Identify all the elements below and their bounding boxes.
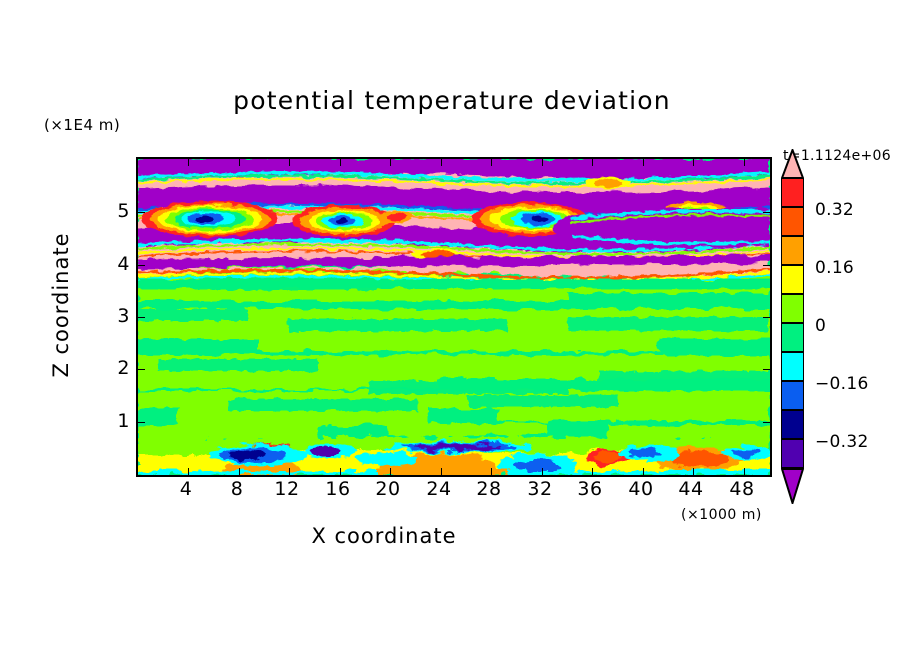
y-tick-label: 4 xyxy=(117,253,130,275)
colorbar-tick-label: −0.16 xyxy=(815,374,869,394)
y-tick-mark xyxy=(138,212,145,213)
x-tick-mark xyxy=(744,468,745,475)
colorbar-swatch xyxy=(781,178,804,207)
x-tick-mark-top xyxy=(289,159,290,166)
x-tick-label: 28 xyxy=(476,478,502,500)
timestamp-annotation: t=1.1124e+06 xyxy=(783,148,891,164)
x-tick-mark xyxy=(643,468,644,475)
y-axis-unit-label: (×1E4 m) xyxy=(44,116,121,134)
x-tick-mark xyxy=(491,468,492,475)
colorbar-swatch xyxy=(781,439,804,468)
x-tick-mark-top xyxy=(188,159,189,166)
x-tick-mark-top xyxy=(693,159,694,166)
x-tick-mark-top xyxy=(441,159,442,166)
y-tick-mark xyxy=(138,317,145,318)
x-tick-mark-top xyxy=(592,159,593,166)
x-axis-title: X coordinate xyxy=(311,524,457,548)
y-axis-title: Z coordinate xyxy=(49,232,73,378)
x-tick-label: 12 xyxy=(274,478,300,500)
y-tick-mark-right xyxy=(763,212,770,213)
x-tick-mark-top xyxy=(340,159,341,166)
x-tick-mark xyxy=(441,468,442,475)
x-tick-mark xyxy=(188,468,189,475)
colorbar-swatch xyxy=(781,352,804,381)
x-tick-mark xyxy=(693,468,694,475)
x-tick-mark-top xyxy=(491,159,492,166)
y-tick-label: 3 xyxy=(117,305,130,327)
colorbar-over-cap xyxy=(781,149,804,179)
y-tick-mark-right xyxy=(763,317,770,318)
x-tick-mark xyxy=(390,468,391,475)
colorbar-tick-label: −0.32 xyxy=(815,432,869,452)
x-tick-label: 32 xyxy=(527,478,553,500)
contour-field xyxy=(138,159,770,475)
colorbar-swatch xyxy=(781,294,804,323)
colorbar-swatch xyxy=(781,236,804,265)
contour-svg xyxy=(138,159,770,475)
x-tick-label: 20 xyxy=(375,478,401,500)
colorbar-under-cap xyxy=(781,468,804,504)
x-tick-label: 24 xyxy=(426,478,452,500)
y-tick-mark-right xyxy=(763,369,770,370)
colorbar-tick-label: 0 xyxy=(815,316,827,336)
y-tick-label: 2 xyxy=(117,357,130,379)
colorbar-swatch xyxy=(781,265,804,294)
x-tick-label: 36 xyxy=(577,478,603,500)
y-tick-mark-right xyxy=(763,422,770,423)
colorbar-swatch xyxy=(781,323,804,352)
y-tick-label: 1 xyxy=(117,410,130,432)
plot-area xyxy=(136,157,772,477)
y-tick-mark xyxy=(138,369,145,370)
x-tick-mark xyxy=(542,468,543,475)
x-tick-mark xyxy=(592,468,593,475)
y-tick-label: 5 xyxy=(117,200,130,222)
x-tick-label: 16 xyxy=(325,478,351,500)
x-tick-mark-top xyxy=(542,159,543,166)
y-tick-mark xyxy=(138,265,145,266)
x-tick-mark-top xyxy=(744,159,745,166)
chart-title: potential temperature deviation xyxy=(233,86,671,115)
colorbar-tick-label: 0.16 xyxy=(815,258,855,278)
colorbar-swatch xyxy=(781,410,804,439)
y-tick-mark-right xyxy=(763,265,770,266)
x-tick-mark-top xyxy=(239,159,240,166)
colorbar-swatch xyxy=(781,207,804,236)
colorbar-tick-label: 0.32 xyxy=(815,200,855,220)
x-axis-unit-label: (×1000 m) xyxy=(681,507,762,523)
x-tick-label: 44 xyxy=(678,478,704,500)
x-tick-mark xyxy=(340,468,341,475)
x-tick-label: 4 xyxy=(179,478,193,500)
x-tick-mark xyxy=(289,468,290,475)
x-tick-mark-top xyxy=(390,159,391,166)
x-tick-mark-top xyxy=(643,159,644,166)
y-tick-mark xyxy=(138,422,145,423)
x-tick-label: 48 xyxy=(729,478,755,500)
x-tick-mark xyxy=(239,468,240,475)
colorbar-swatch xyxy=(781,381,804,410)
x-tick-label: 8 xyxy=(230,478,244,500)
x-tick-label: 40 xyxy=(628,478,654,500)
